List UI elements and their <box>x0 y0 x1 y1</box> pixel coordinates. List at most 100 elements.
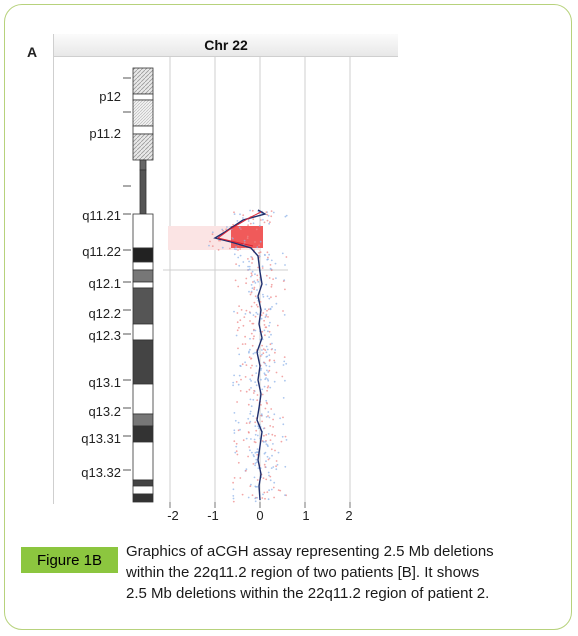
data-point <box>241 493 244 496</box>
data-point <box>273 496 275 499</box>
data-point <box>259 355 262 357</box>
data-point <box>246 237 249 240</box>
data-point <box>255 304 258 306</box>
data-point <box>263 452 266 455</box>
data-point <box>270 296 272 299</box>
data-point <box>245 277 248 280</box>
panel-label: A <box>27 44 38 60</box>
band-label: q11.22 <box>82 244 121 259</box>
data-point <box>268 369 271 372</box>
data-point <box>245 469 247 472</box>
data-point <box>266 213 269 216</box>
data-point <box>262 218 264 221</box>
data-point <box>232 497 235 500</box>
data-point <box>251 451 253 454</box>
data-point <box>239 390 242 392</box>
chart-header: Chr 22 <box>53 34 398 57</box>
data-point <box>254 497 257 500</box>
data-point <box>267 458 270 461</box>
data-point <box>273 361 276 364</box>
data-point <box>256 246 259 249</box>
data-point <box>233 440 236 443</box>
data-point <box>251 256 254 259</box>
data-point <box>270 348 273 351</box>
data-point <box>252 392 255 394</box>
deletion-trace <box>216 211 262 247</box>
data-point <box>268 457 271 460</box>
data-point <box>249 398 252 401</box>
data-point <box>260 404 262 406</box>
data-point <box>260 367 263 370</box>
data-point <box>264 378 267 381</box>
chart-title: Chr 22 <box>204 37 248 53</box>
data-point <box>261 344 263 347</box>
data-point <box>233 477 236 479</box>
data-point <box>270 210 273 213</box>
data-point <box>266 369 268 372</box>
data-point <box>262 295 265 298</box>
data-point <box>251 270 254 273</box>
data-point <box>271 306 273 308</box>
data-point <box>261 388 264 391</box>
data-point <box>275 465 277 468</box>
data-point <box>254 441 257 444</box>
data-point <box>284 288 286 291</box>
data-point <box>268 324 270 327</box>
band-label: p12 <box>99 89 121 104</box>
data-point <box>257 451 259 453</box>
data-point <box>254 462 257 465</box>
data-point <box>274 349 277 351</box>
data-point <box>264 326 267 329</box>
data-point <box>255 429 258 432</box>
data-point <box>229 247 231 250</box>
data-point <box>273 413 276 416</box>
data-point <box>222 229 225 232</box>
figure-frame <box>4 4 572 630</box>
data-point <box>255 311 258 314</box>
data-point <box>255 365 258 367</box>
data-point <box>272 426 274 428</box>
data-point <box>249 209 252 212</box>
data-point <box>247 417 250 420</box>
data-point <box>217 249 220 251</box>
data-point <box>249 485 252 488</box>
data-point <box>281 375 284 378</box>
data-point <box>284 264 286 266</box>
data-point <box>252 337 255 340</box>
data-point <box>251 364 253 367</box>
data-point <box>252 218 255 221</box>
ideogram-band <box>132 213 154 249</box>
data-point <box>252 352 255 355</box>
band-label: q12.2 <box>88 306 121 321</box>
data-point <box>255 384 258 387</box>
data-point <box>232 495 235 497</box>
data-point <box>285 362 288 365</box>
data-point <box>261 440 264 442</box>
data-point <box>260 378 262 381</box>
data-point <box>211 245 214 248</box>
data-point <box>248 388 251 391</box>
data-point <box>251 494 254 497</box>
data-point <box>264 497 266 500</box>
data-point <box>269 439 272 441</box>
data-point <box>245 282 248 285</box>
ideogram-band <box>132 287 154 325</box>
data-point <box>248 356 251 359</box>
data-point <box>265 283 268 286</box>
data-point <box>283 356 286 358</box>
data-point <box>237 249 239 251</box>
data-point <box>265 460 267 463</box>
data-point <box>285 439 288 441</box>
data-point <box>211 233 214 236</box>
data-point <box>240 228 242 231</box>
data-point <box>267 371 270 373</box>
data-point <box>269 343 272 346</box>
ideogram-band <box>139 169 147 215</box>
data-point <box>251 262 253 264</box>
ideogram-band <box>132 323 154 341</box>
data-point <box>233 253 236 256</box>
ideogram-band <box>132 261 154 271</box>
data-point <box>248 446 251 448</box>
data-point <box>261 349 263 351</box>
data-point <box>256 453 259 456</box>
